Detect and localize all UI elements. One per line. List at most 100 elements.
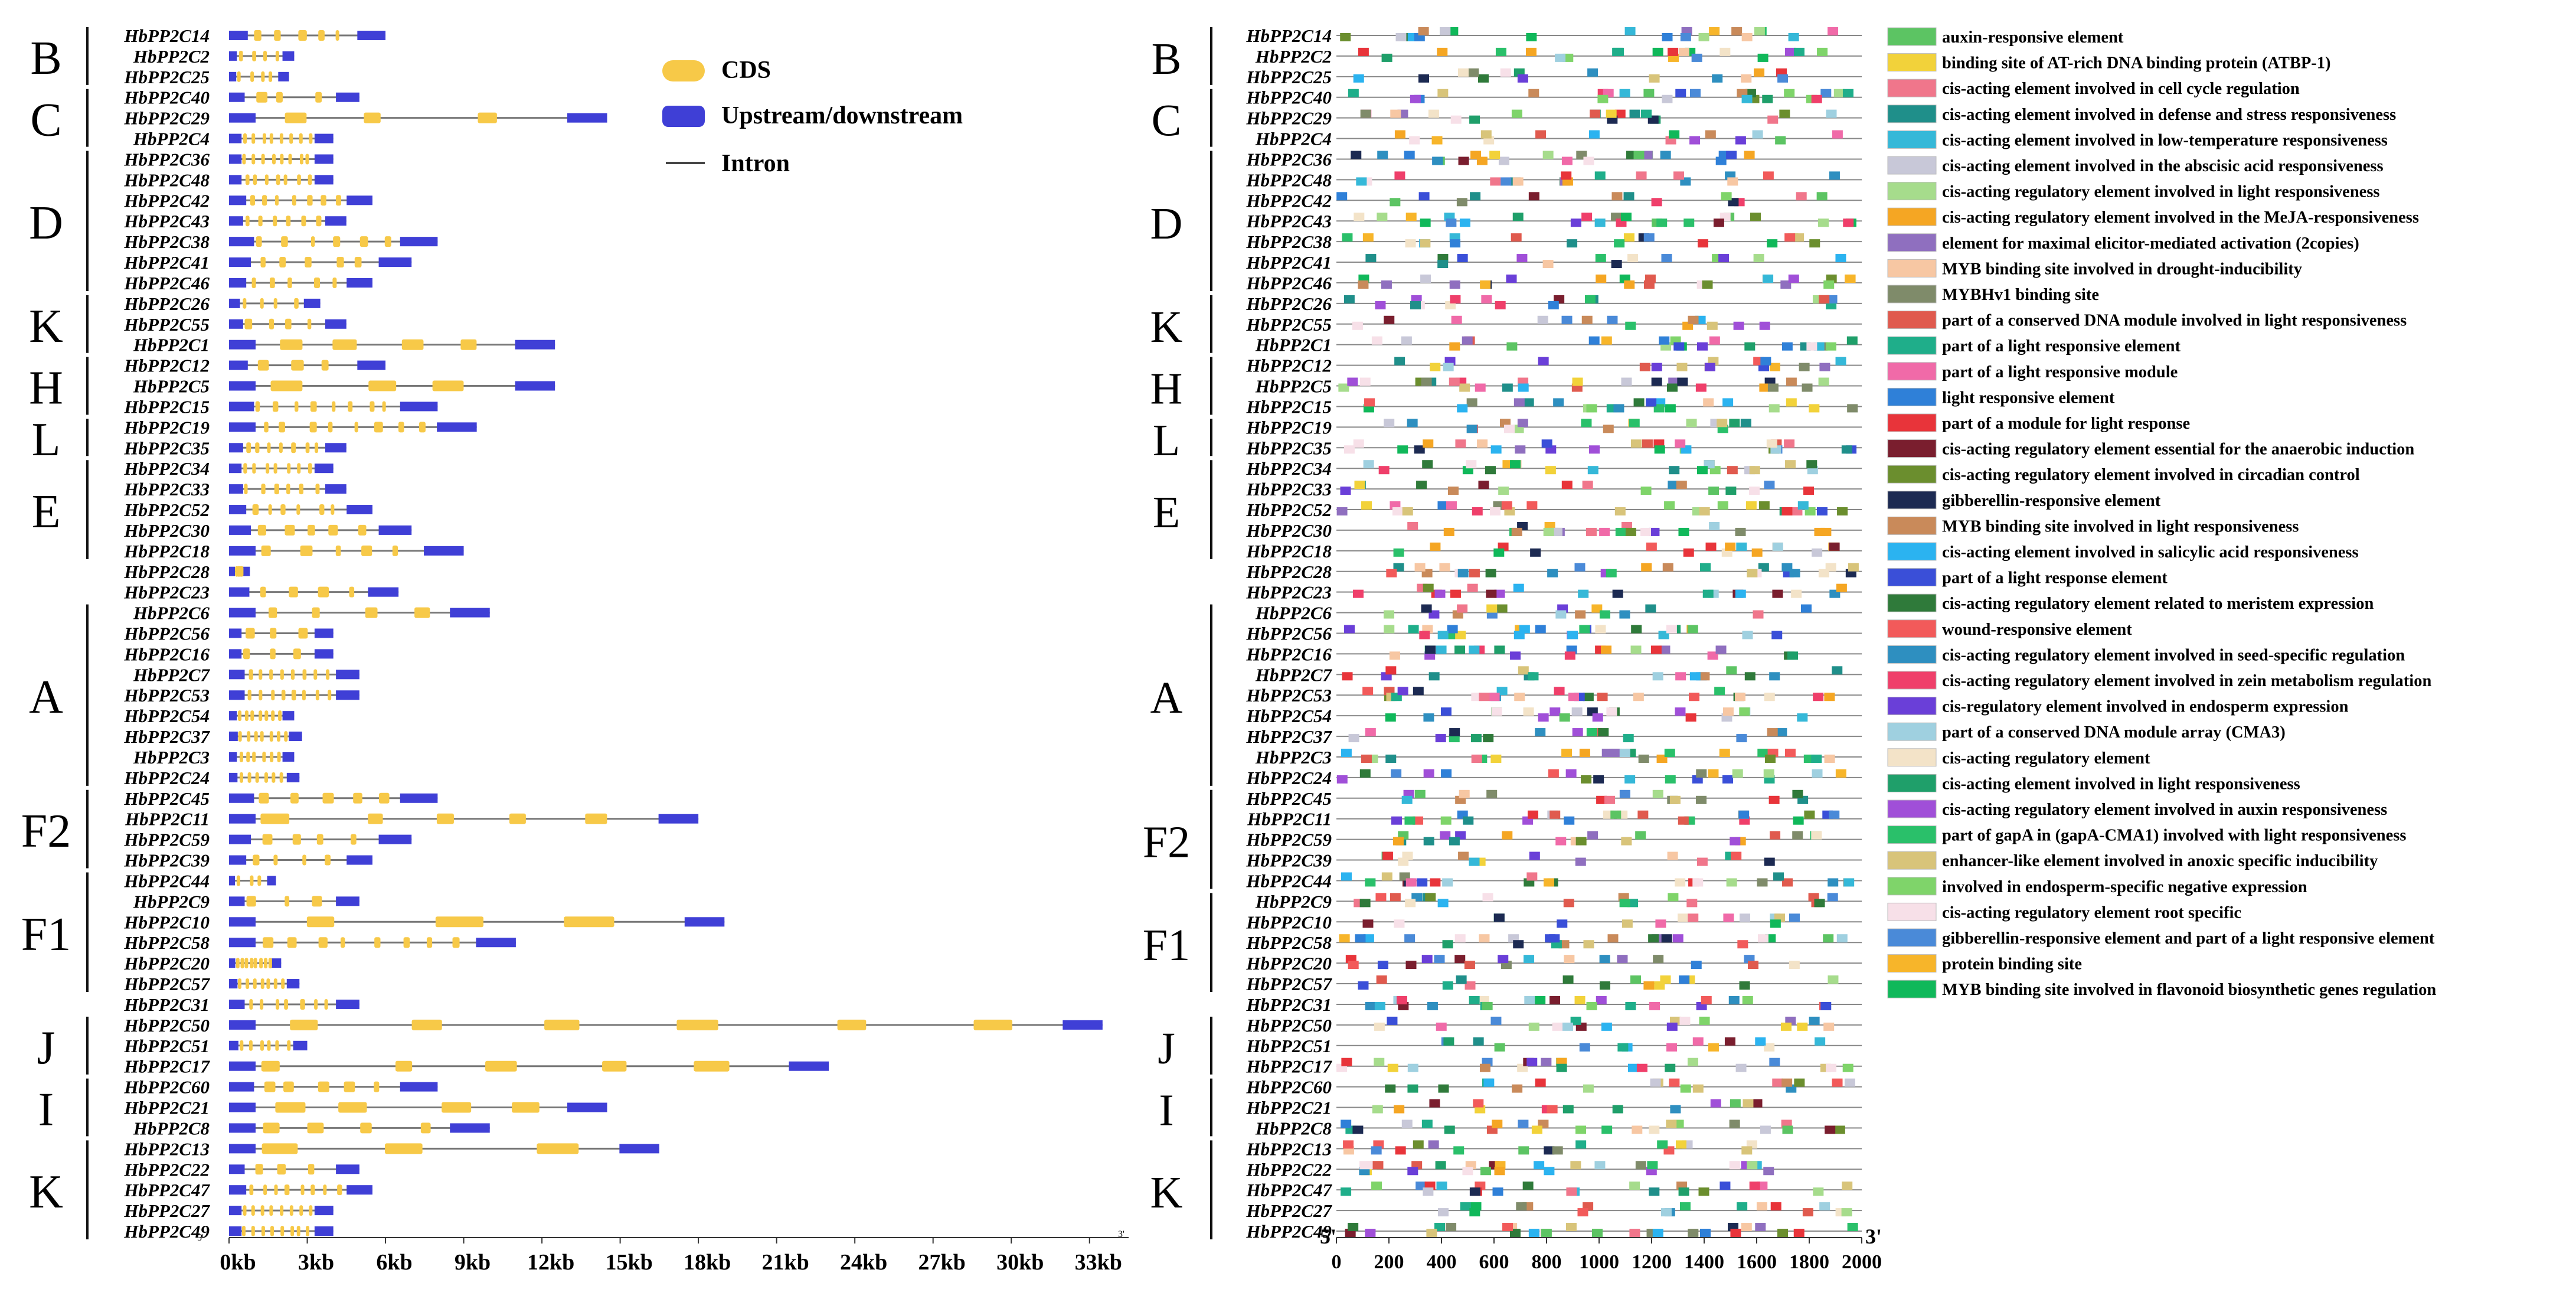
cis-element-box (1422, 460, 1433, 469)
cis-element-box (1549, 707, 1561, 716)
cis-element-box (1819, 295, 1830, 303)
cis-element-box (1401, 795, 1413, 804)
cds-block (370, 401, 375, 412)
cis-element-box (1526, 33, 1537, 41)
cds-block (414, 607, 430, 618)
cis-element-box (1650, 645, 1662, 654)
cis-element-box (1528, 1022, 1539, 1031)
cis-element-box (1359, 377, 1371, 386)
cis-element-box (1688, 693, 1699, 701)
cis-element-box (1549, 934, 1560, 943)
cds-block (358, 524, 367, 536)
cds-block (602, 1060, 627, 1072)
cis-element-box (1696, 769, 1707, 778)
legend-swatch (1887, 980, 1937, 998)
cis-element-box (1609, 748, 1620, 757)
cis-element-box (1640, 487, 1652, 495)
cis-element-box (1561, 156, 1573, 165)
cis-element-box (1552, 1146, 1563, 1155)
cds-block (251, 1205, 255, 1216)
cis-element-box (1402, 507, 1413, 516)
cis-element-box (1338, 383, 1349, 392)
cis-element-box (1811, 94, 1822, 103)
cis-element-box (1624, 775, 1636, 784)
tick-label: 1000 (1579, 1251, 1619, 1273)
cis-element-box (1709, 27, 1720, 35)
cis-element-box (1376, 975, 1387, 984)
cis-element-box (1615, 527, 1626, 536)
cis-element-box (1601, 1022, 1612, 1031)
cds-block (288, 154, 292, 165)
legend-swatch (1887, 439, 1937, 458)
cds-block (240, 1040, 244, 1051)
cis-element-box (1816, 192, 1828, 201)
cis-element-box (1812, 769, 1823, 778)
cis-element-box (1446, 501, 1457, 510)
cis-element-box (1449, 280, 1460, 289)
cds-block (264, 710, 269, 722)
cis-element-box (1358, 280, 1369, 289)
cds-block (246, 628, 255, 639)
cds-block (244, 710, 249, 722)
cis-element-box (1757, 878, 1768, 887)
group-label-j: J (37, 1022, 55, 1074)
cis-element-box (1747, 1161, 1758, 1170)
legend-label: cis-acting regulatory element involved i… (1942, 801, 2387, 819)
cds-block (251, 277, 256, 288)
utr-block (229, 855, 247, 865)
utr-block (325, 216, 346, 226)
cis-element-box (1735, 1063, 1747, 1072)
cis-element-box (1441, 769, 1452, 778)
cds-block (348, 401, 353, 412)
cis-element-box (1787, 651, 1798, 660)
utr-block (303, 298, 321, 308)
group-label-b: B (1152, 34, 1182, 84)
cis-element-box (1462, 336, 1473, 345)
cds-block (269, 277, 275, 288)
cis-element-box (1799, 363, 1810, 371)
cis-element-box (1818, 218, 1829, 227)
cis-element-box (1824, 754, 1835, 763)
cis-element-box (1471, 754, 1482, 763)
cis-element-box (1728, 996, 1740, 1004)
cis-element-box (1479, 1063, 1490, 1072)
legend-label: auxin-responsive element (1942, 28, 2124, 47)
cis-element-box (1591, 1229, 1603, 1237)
cis-element-box (1457, 604, 1468, 613)
cis-element-box (1407, 1084, 1418, 1093)
legend-swatch (1887, 902, 1937, 921)
cis-element-box (1709, 521, 1720, 530)
cis-element-box (1689, 89, 1701, 97)
cis-element-box (1513, 940, 1524, 949)
cis-element-box (1827, 893, 1838, 902)
legend-swatch (1887, 27, 1937, 46)
cis-element-box (1371, 336, 1382, 345)
cis-element-box (1638, 754, 1649, 763)
cis-element-box (1443, 527, 1454, 536)
utr-block (567, 1102, 607, 1112)
cis-element-box (1460, 1202, 1471, 1211)
cds-block (257, 875, 261, 886)
cis-element-box (1759, 383, 1770, 392)
cis-element-box (1483, 1078, 1495, 1087)
cis-element-box (1394, 1105, 1405, 1114)
group-label-f1: F1 (21, 909, 71, 961)
cis-element-box (1395, 33, 1407, 41)
cis-element-box (1365, 1001, 1376, 1010)
cds-block (249, 669, 253, 680)
cis-element-box (1607, 934, 1619, 943)
cds-block (385, 1143, 423, 1154)
cds-block (509, 813, 526, 824)
cis-element-box (1780, 1022, 1792, 1031)
cis-element-box (1813, 693, 1824, 701)
cis-element-box (1841, 1208, 1852, 1217)
cds-block (365, 607, 378, 618)
cis-element-box (1354, 213, 1365, 221)
cds-block (246, 896, 256, 907)
cis-element-box (1352, 321, 1363, 330)
cds-block (244, 318, 253, 329)
legend-swatch (1887, 53, 1937, 72)
cis-element-box (1555, 837, 1567, 846)
